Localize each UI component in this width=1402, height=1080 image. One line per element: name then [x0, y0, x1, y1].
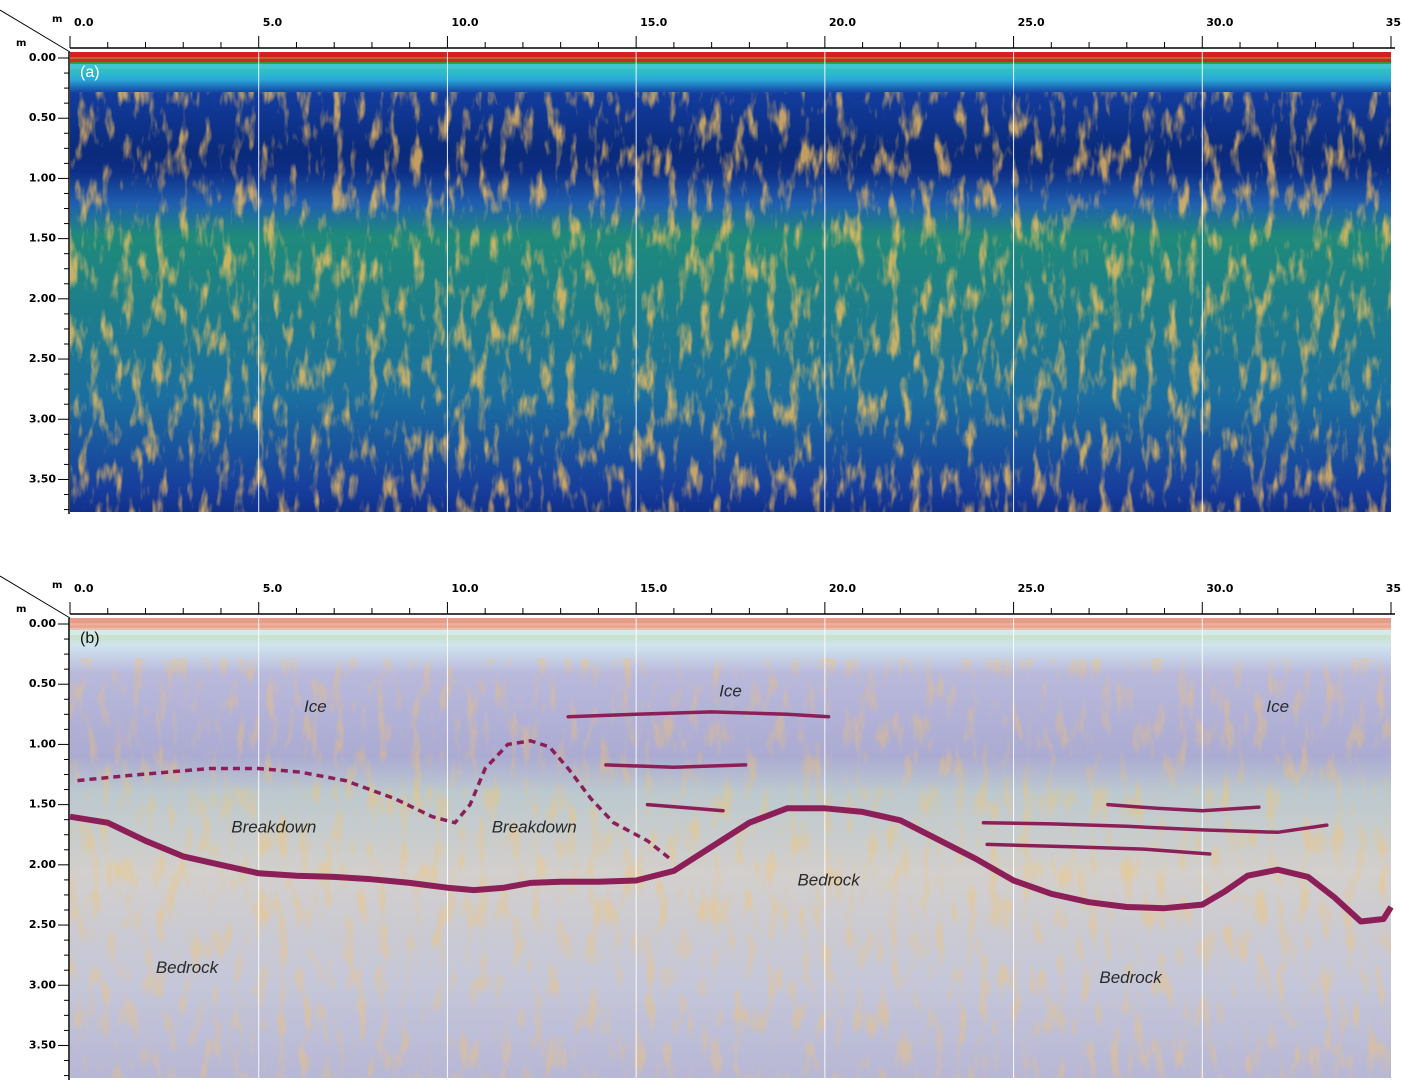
x-tick-label: 30.0	[1206, 16, 1233, 29]
ice-reflector-line	[981, 820, 1329, 835]
surface-band	[70, 52, 1391, 57]
interpretation-label: Bedrock	[156, 958, 220, 977]
interpretation-label: Ice	[719, 681, 742, 700]
y-unit-label: m	[16, 38, 26, 49]
corner-diagonal	[0, 9, 71, 53]
y-tick-label: 2.50	[29, 918, 56, 931]
reflection-texture	[70, 658, 1391, 1078]
panel-b: m m 0.0 5.0 10.0 15.0 20.0 25.0 30.0 35 0.00 0.50 1.…	[0, 575, 1401, 1080]
interpretation-label: Ice	[304, 697, 327, 716]
interpretation-label: Bedrock	[797, 870, 861, 889]
y-tick-label: 3.00	[29, 412, 56, 425]
x-tick-label: 15.0	[640, 16, 667, 29]
surface-band	[70, 625, 1391, 628]
y-tick-label: 1.50	[29, 798, 56, 811]
x-tick-label: 35	[1386, 582, 1401, 595]
ice-reflector-line	[604, 763, 748, 770]
x-unit-label: m	[52, 580, 62, 591]
x-tick-label: 20.0	[829, 16, 856, 29]
surface-band	[70, 64, 1391, 69]
y-tick-label: 2.00	[29, 292, 56, 305]
y-tick-label: 2.50	[29, 352, 56, 365]
surface-band	[70, 630, 1391, 635]
x-tick-label: 30.0	[1206, 582, 1233, 595]
panel-tag: (b)	[80, 630, 100, 647]
y-tick-label: 2.00	[29, 858, 56, 871]
x-tick-label: 0.0	[74, 582, 94, 595]
breakdown-boundary-line	[77, 739, 672, 861]
y-tick-label: 0.00	[29, 51, 56, 64]
bedrock-boundary-line	[69, 805, 1394, 925]
interpretation-label: Ice	[1266, 697, 1289, 716]
interpretation-label: Bedrock	[1099, 968, 1163, 987]
y-tick-label: 3.50	[29, 472, 56, 485]
reflection-texture	[70, 92, 1391, 512]
x-tick-label: 20.0	[829, 582, 856, 595]
ice-reflector-line	[985, 842, 1212, 856]
y-tick-label: 3.00	[29, 978, 56, 991]
x-tick-label: 10.0	[451, 582, 478, 595]
y-unit-label: m	[16, 604, 26, 615]
interpretation-label: Breakdown	[492, 817, 577, 836]
x-tick-label: 15.0	[640, 582, 667, 595]
x-tick-label: 25.0	[1018, 582, 1045, 595]
x-tick-label: 5.0	[263, 16, 283, 29]
y-tick-label: 0.00	[29, 617, 56, 630]
surface-band	[70, 59, 1391, 62]
ice-reflector-line	[1106, 802, 1261, 813]
y-tick-label: 1.00	[29, 171, 56, 184]
x-unit-label: m	[52, 14, 62, 25]
ice-reflector-line	[645, 802, 725, 813]
ice-reflector-line	[566, 710, 831, 719]
x-tick-label: 10.0	[451, 16, 478, 29]
x-tick-label: 25.0	[1018, 16, 1045, 29]
panel-tag: (a)	[80, 64, 100, 81]
x-tick-label: 35	[1386, 16, 1401, 29]
interpretation-label: Breakdown	[231, 817, 316, 836]
x-tick-label: 0.0	[74, 16, 94, 29]
y-tick-label: 1.50	[29, 232, 56, 245]
y-tick-label: 0.50	[29, 677, 56, 690]
corner-diagonal	[0, 575, 71, 619]
x-tick-label: 5.0	[263, 582, 283, 595]
y-tick-label: 1.00	[29, 737, 56, 750]
panel-a: m m 0.0 5.0 10.0 15.0 20.0 25.0 30.0 35 0.00 0.50 1.…	[0, 9, 1401, 514]
y-tick-label: 0.50	[29, 111, 56, 124]
surface-band	[70, 618, 1391, 623]
y-tick-label: 3.50	[29, 1038, 56, 1051]
